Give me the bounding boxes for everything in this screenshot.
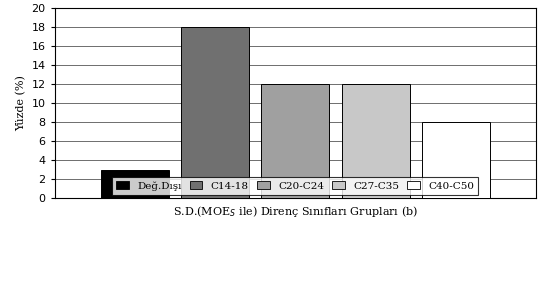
Legend: Değ.Dışı, C14-18, C20-C24, C27-C35, C40-C50: Değ.Dışı, C14-18, C20-C24, C27-C35, C40-… [112,177,479,195]
Bar [422,122,490,198]
Bar [181,27,249,198]
Bar [341,84,410,198]
X-axis label: S.D.(MOE$_S$ ile) Direnç Sınıfları Grupları (b): S.D.(MOE$_S$ ile) Direnç Sınıfları Grupl… [173,204,418,219]
Bar [261,84,329,198]
Y-axis label: Yüzde (%): Yüzde (%) [16,75,26,131]
Bar [101,170,169,198]
